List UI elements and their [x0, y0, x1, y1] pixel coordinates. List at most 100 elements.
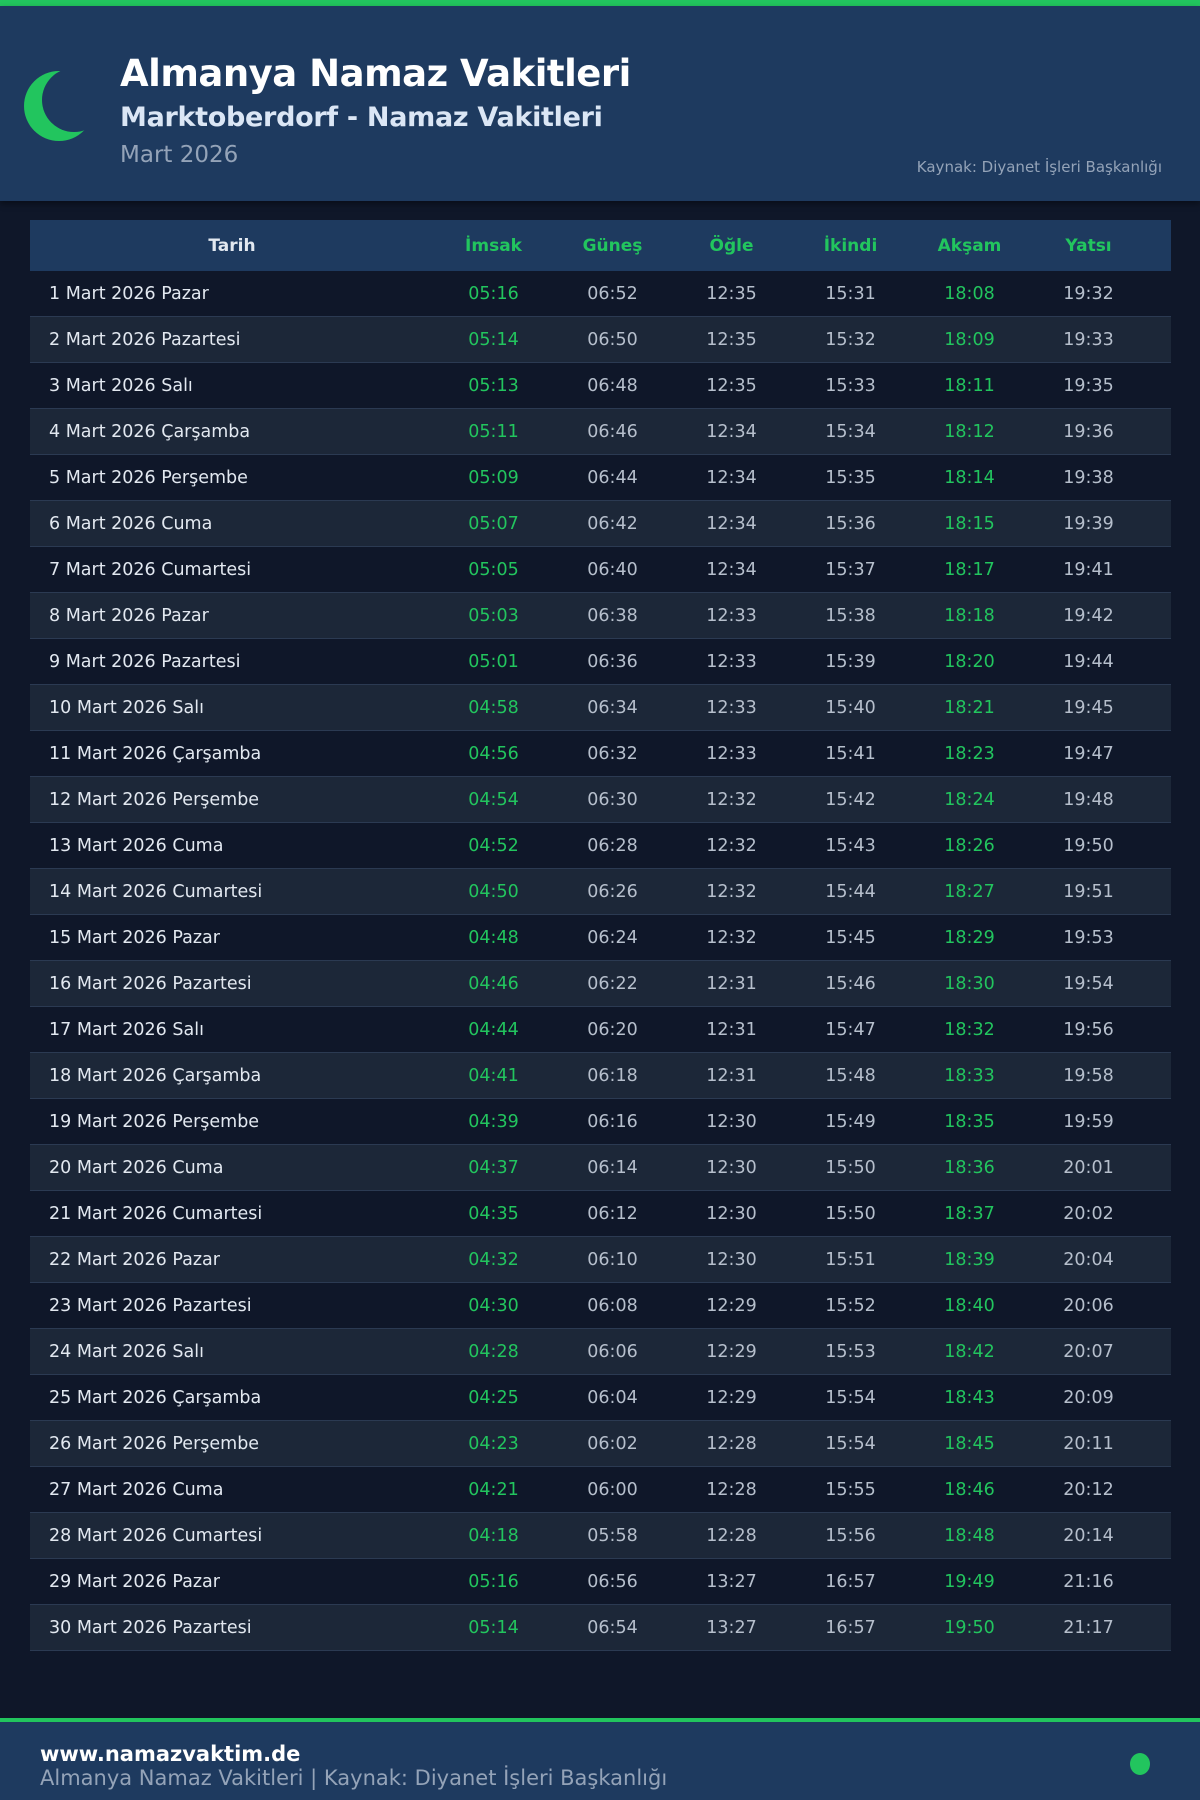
cell-ikindi: 15:31	[825, 283, 876, 304]
cell-aksam: 18:37	[944, 1203, 995, 1224]
cell-gunes: 06:04	[587, 1387, 638, 1408]
cell-gunes: 05:58	[587, 1525, 638, 1546]
cell-aksam: 18:14	[944, 467, 995, 488]
cell-ogle: 12:35	[706, 375, 757, 396]
cell-imsak: 04:28	[468, 1341, 519, 1362]
cell-imsak: 05:07	[468, 513, 519, 534]
cell-ogle: 12:33	[706, 651, 757, 672]
table-row: 12 Mart 2026 Perşembe 04:54 06:30 12:32 15:4…	[30, 777, 1171, 823]
table-row: 21 Mart 2026 Cumartesi 04:35 06:12 12:30 15:…	[30, 1191, 1171, 1237]
cell-ogle: 12:30	[706, 1111, 757, 1132]
table-row: 27 Mart 2026 Cuma 04:21 06:00 12:28 15:55 18:…	[30, 1467, 1171, 1513]
cell-aksam: 18:21	[944, 697, 995, 718]
table-row: 29 Mart 2026 Pazar 05:16 06:56 13:27 16:57 19…	[30, 1559, 1171, 1605]
cell-date: 18 Mart 2026 Çarşamba	[49, 1065, 262, 1086]
table-row: 3 Mart 2026 Salı 05:13 06:48 12:35 15:33 18:1…	[30, 363, 1171, 409]
table-row: 18 Mart 2026 Çarşamba 04:41 06:18 12:31 15:4…	[30, 1053, 1171, 1099]
cell-imsak: 04:44	[468, 1019, 519, 1040]
cell-imsak: 04:46	[468, 973, 519, 994]
cell-imsak: 04:37	[468, 1157, 519, 1178]
cell-date: 16 Mart 2026 Pazartesi	[49, 973, 252, 994]
cell-date: 2 Mart 2026 Pazartesi	[49, 329, 241, 350]
cell-yatsi: 20:02	[1063, 1203, 1114, 1224]
cell-yatsi: 20:01	[1063, 1157, 1114, 1178]
cell-yatsi: 19:44	[1063, 651, 1114, 672]
cell-ogle: 12:29	[706, 1341, 757, 1362]
cell-gunes: 06:12	[587, 1203, 638, 1224]
cell-ikindi: 15:55	[825, 1479, 876, 1500]
cell-ikindi: 15:41	[825, 743, 876, 764]
table-row: 11 Mart 2026 Çarşamba 04:56 06:32 12:33 15:4…	[30, 731, 1171, 777]
cell-yatsi: 20:06	[1063, 1295, 1114, 1316]
source-label: Kaynak: Diyanet İşleri Başkanlığı	[916, 158, 1162, 176]
table-row: 16 Mart 2026 Pazartesi 04:46 06:22 12:31 15:…	[30, 961, 1171, 1007]
cell-ogle: 12:34	[706, 467, 757, 488]
cell-gunes: 06:26	[587, 881, 638, 902]
cell-gunes: 06:16	[587, 1111, 638, 1132]
cell-gunes: 06:36	[587, 651, 638, 672]
cell-aksam: 18:46	[944, 1479, 995, 1500]
cell-date: 15 Mart 2026 Pazar	[49, 927, 220, 948]
cell-gunes: 06:08	[587, 1295, 638, 1316]
cell-date: 17 Mart 2026 Salı	[49, 1019, 204, 1040]
cell-date: 25 Mart 2026 Çarşamba	[49, 1387, 262, 1408]
table-row: 7 Mart 2026 Cumartesi 05:05 06:40 12:34 15:3…	[30, 547, 1171, 593]
cell-date: 21 Mart 2026 Cumartesi	[49, 1203, 263, 1224]
cell-imsak: 05:13	[468, 375, 519, 396]
cell-aksam: 18:17	[944, 559, 995, 580]
cell-yatsi: 19:58	[1063, 1065, 1114, 1086]
cell-aksam: 18:45	[944, 1433, 995, 1454]
cell-yatsi: 20:11	[1063, 1433, 1114, 1454]
cell-date: 7 Mart 2026 Cumartesi	[49, 559, 252, 580]
table-row: 13 Mart 2026 Cuma 04:52 06:28 12:32 15:43 18:…	[30, 823, 1171, 869]
table-row: 20 Mart 2026 Cuma 04:37 06:14 12:30 15:50 18:…	[30, 1145, 1171, 1191]
cell-imsak: 04:30	[468, 1295, 519, 1316]
cell-aksam: 18:30	[944, 973, 995, 994]
cell-aksam: 18:20	[944, 651, 995, 672]
column-header-gunes: Güneş	[582, 235, 643, 256]
page-footer: www.namazvaktim.de Almanya Namaz Vakitle…	[0, 1718, 1200, 1800]
cell-aksam: 18:18	[944, 605, 995, 626]
cell-date: 19 Mart 2026 Perşembe	[49, 1111, 260, 1132]
cell-yatsi: 19:48	[1063, 789, 1114, 810]
cell-yatsi: 19:38	[1063, 467, 1114, 488]
cell-aksam: 18:32	[944, 1019, 995, 1040]
cell-gunes: 06:32	[587, 743, 638, 764]
cell-imsak: 05:11	[468, 421, 519, 442]
cell-aksam: 18:43	[944, 1387, 995, 1408]
table-row: 15 Mart 2026 Pazar 04:48 06:24 12:32 15:45 18…	[30, 915, 1171, 961]
cell-gunes: 06:02	[587, 1433, 638, 1454]
table-row: 14 Mart 2026 Cumartesi 04:50 06:26 12:32 15:…	[30, 869, 1171, 915]
cell-aksam: 18:24	[944, 789, 995, 810]
cell-aksam: 18:35	[944, 1111, 995, 1132]
cell-imsak: 04:35	[468, 1203, 519, 1224]
table-row: 1 Mart 2026 Pazar 05:16 06:52 12:35 15:31 18:…	[30, 271, 1171, 317]
cell-gunes: 06:54	[587, 1617, 638, 1638]
cell-yatsi: 19:59	[1063, 1111, 1114, 1132]
cell-ikindi: 16:57	[825, 1617, 876, 1638]
cell-imsak: 05:16	[468, 1571, 519, 1592]
cell-aksam: 18:29	[944, 927, 995, 948]
column-header-aksam: Akşam	[937, 235, 1002, 256]
cell-gunes: 06:44	[587, 467, 638, 488]
cell-gunes: 06:42	[587, 513, 638, 534]
cell-ogle: 12:34	[706, 421, 757, 442]
table-row: 9 Mart 2026 Pazartesi 05:01 06:36 12:33 15:3…	[30, 639, 1171, 685]
cell-date: 8 Mart 2026 Pazar	[49, 605, 209, 626]
cell-ogle: 12:33	[706, 743, 757, 764]
cell-date: 30 Mart 2026 Pazartesi	[49, 1617, 252, 1638]
table-row: 10 Mart 2026 Salı 04:58 06:34 12:33 15:40 18:…	[30, 685, 1171, 731]
cell-yatsi: 19:36	[1063, 421, 1114, 442]
cell-imsak: 04:54	[468, 789, 519, 810]
cell-yatsi: 20:07	[1063, 1341, 1114, 1362]
cell-ogle: 12:29	[706, 1387, 757, 1408]
cell-date: 29 Mart 2026 Pazar	[49, 1571, 220, 1592]
cell-ikindi: 15:47	[825, 1019, 876, 1040]
cell-date: 9 Mart 2026 Pazartesi	[49, 651, 241, 672]
cell-gunes: 06:20	[587, 1019, 638, 1040]
cell-gunes: 06:50	[587, 329, 638, 350]
cell-imsak: 05:14	[468, 1617, 519, 1638]
cell-ikindi: 15:45	[825, 927, 876, 948]
cell-imsak: 05:03	[468, 605, 519, 626]
cell-aksam: 18:11	[944, 375, 995, 396]
